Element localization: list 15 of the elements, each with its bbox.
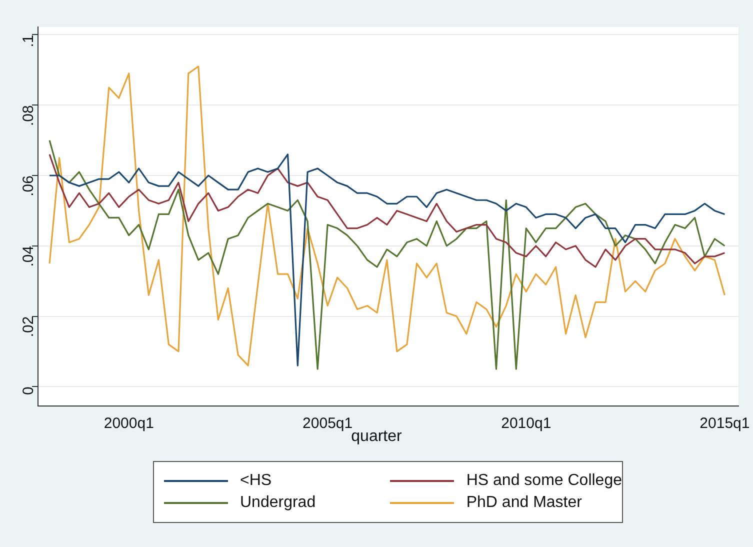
x-axis-title: quarter xyxy=(351,428,402,445)
y-tick-label: .08 xyxy=(20,105,38,126)
y-tick-label: .04 xyxy=(20,246,38,267)
y-tick-label: .1 xyxy=(20,34,38,48)
legend-label: PhD and Master xyxy=(466,494,582,512)
x-tick-label: 2005q1 xyxy=(302,415,353,432)
legend-label: <HS xyxy=(240,472,272,490)
legend-label: Undergrad xyxy=(240,494,316,512)
x-tick-label: 2010q1 xyxy=(501,415,552,432)
x-tick-label: 2000q1 xyxy=(104,415,154,432)
legend-label: HS and some College xyxy=(466,472,622,490)
x-tick-label: 2015q1 xyxy=(700,415,750,432)
y-tick-label: .02 xyxy=(20,316,38,338)
y-tick-label: .06 xyxy=(20,176,38,196)
y-tick-label: 0 xyxy=(20,386,38,395)
